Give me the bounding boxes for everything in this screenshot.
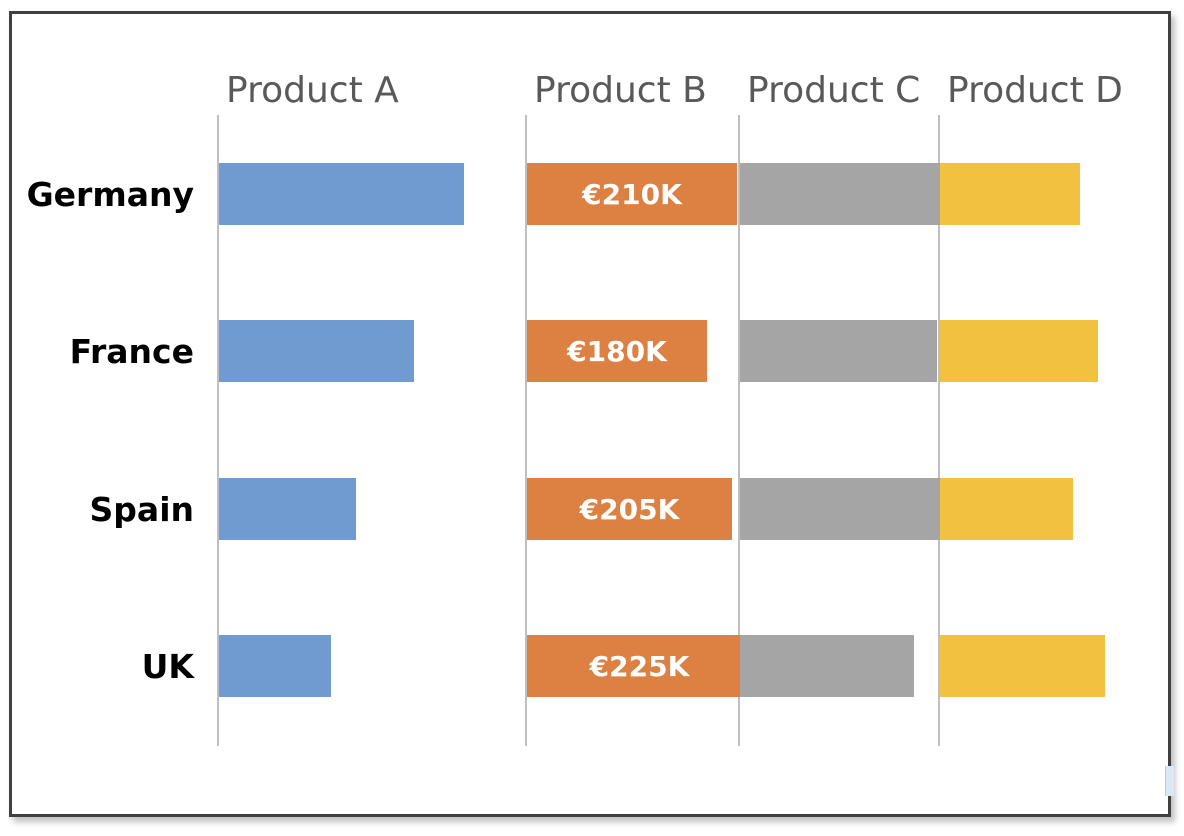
column-label-product-d: Product D	[947, 70, 1123, 111]
bar-product-d-uk	[940, 635, 1105, 697]
bar-product-c-uk	[740, 635, 914, 697]
data-label-product-b-spain: €205K	[579, 493, 681, 526]
small-multiples-bar-chart: Product A Product B Product C Product D Ger…	[27, 70, 1123, 746]
bar-product-a-france	[219, 320, 414, 382]
chart-frame: Product A Product B Product C Product D Ger…	[9, 11, 1171, 817]
column-label-product-b: Product B	[534, 70, 707, 111]
row-label-france: France	[70, 332, 194, 371]
bar-product-a-spain	[219, 478, 356, 540]
bar-product-b-france	[527, 320, 707, 382]
column-label-product-c: Product C	[747, 70, 920, 111]
column-label-product-a: Product A	[226, 70, 399, 111]
bar-product-b-germany	[527, 163, 737, 225]
bar-product-d-germany	[940, 163, 1080, 225]
bar-product-c-france	[740, 320, 937, 382]
bar-product-b-spain	[527, 478, 732, 540]
bar-product-a-uk	[219, 635, 331, 697]
bar-product-d-france	[940, 320, 1098, 382]
bar-product-d-spain	[940, 478, 1073, 540]
row-label-germany: Germany	[27, 175, 194, 214]
bar-product-a-germany	[219, 163, 464, 225]
bar-product-c-spain	[740, 478, 973, 540]
corner-tab	[1165, 766, 1174, 796]
row-label-spain: Spain	[90, 490, 194, 529]
row-label-uk: UK	[142, 647, 196, 686]
bar-product-b-uk	[527, 635, 752, 697]
data-label-product-b-uk: €225K	[589, 650, 691, 683]
bar-product-c-germany	[740, 163, 950, 225]
data-label-product-b-germany: €210K	[581, 178, 683, 211]
data-label-product-b-france: €180K	[566, 335, 668, 368]
